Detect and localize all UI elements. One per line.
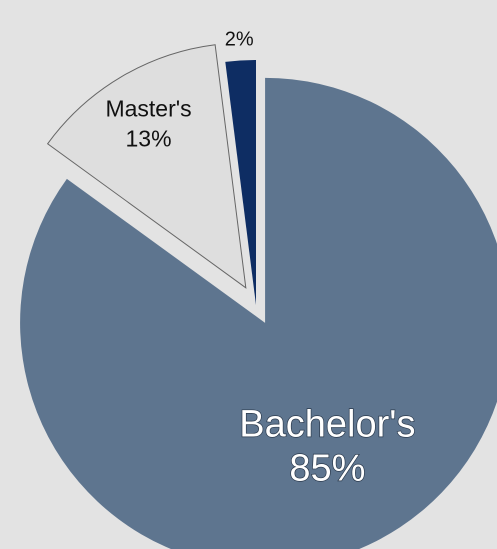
pie-label-master-s: Master's 13% (105, 95, 191, 151)
pie-slice-master-s (46, 44, 247, 289)
pie-percent-label: 13% (126, 125, 172, 151)
pie-percent-label: 85% (289, 447, 365, 489)
pie-percent-label: 2% (225, 28, 254, 50)
pie-slices (20, 44, 497, 549)
pie-category-label: Master's (105, 95, 191, 121)
pie-category-label: Bachelor's (239, 403, 415, 445)
pie-labels: Bachelor's 85% Master's 13% 2% (105, 28, 416, 490)
pie-label-bachelor-s: Bachelor's 85% (239, 403, 415, 489)
pie-label-slice-2: 2% (225, 28, 254, 50)
pie-slice-slice-2 (225, 60, 256, 305)
pie-slice-bachelor-s (20, 77, 497, 549)
